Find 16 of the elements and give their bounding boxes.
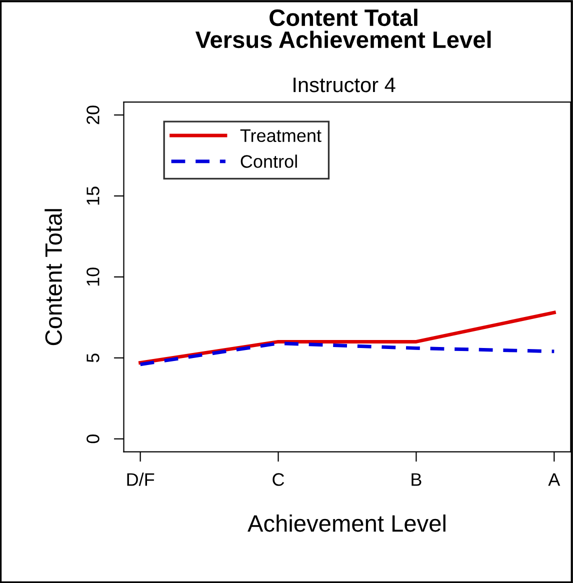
chart-subtitle: Instructor 4 [294, 78, 396, 92]
line-series [138, 342, 556, 366]
chart-title: Content Total Versus Achievement Level [195, 8, 491, 48]
legend-label: Treatment [240, 129, 322, 142]
legend-label: Control [240, 154, 297, 168]
y-axis-title: Content Total [44, 209, 62, 346]
x-tick-label: B [412, 473, 422, 486]
x-tick-label: D/F [127, 472, 154, 486]
y-tick-label: 5 [86, 354, 100, 362]
y-tick-label: 20 [86, 106, 100, 124]
y-tick-label: 0 [86, 434, 100, 444]
x-tick-label: C [272, 473, 284, 486]
y-tick-label: 10 [86, 268, 100, 286]
x-axis-title: Achievement Level [248, 514, 446, 532]
y-tick-label: 15 [86, 186, 100, 205]
x-tick-label: A [548, 473, 560, 486]
